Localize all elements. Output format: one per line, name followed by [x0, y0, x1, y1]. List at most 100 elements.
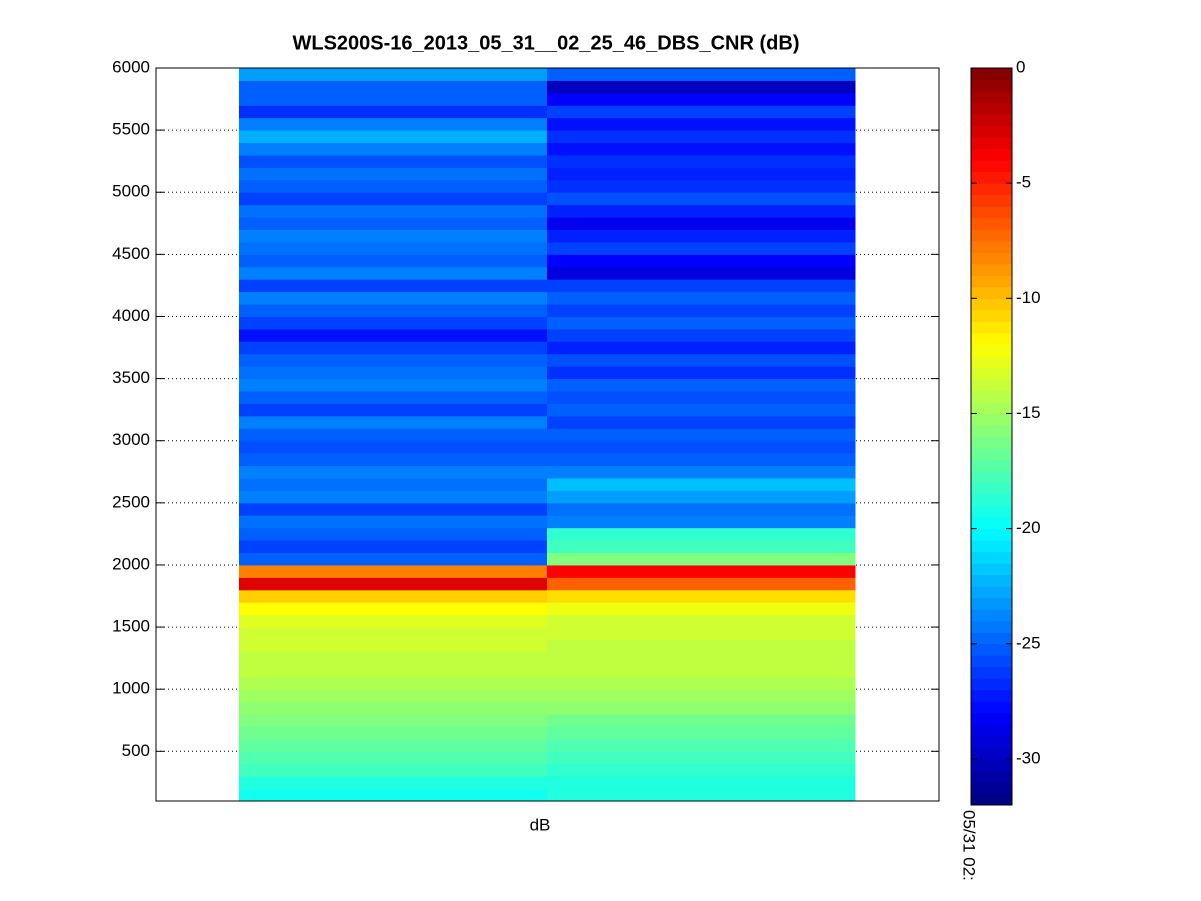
colorbar-segment [971, 183, 1012, 196]
colorbar-segment [971, 643, 1012, 656]
heat-cell [547, 639, 856, 653]
colorbar-segment [971, 620, 1012, 633]
heat-cell [547, 540, 856, 554]
heat-cell [547, 254, 856, 268]
colorbar-segment [971, 79, 1012, 92]
heat-cell [547, 651, 856, 665]
colorbar-segment [971, 574, 1012, 587]
heat-cell [239, 751, 548, 765]
heat-cell [239, 689, 548, 703]
heat-cell [547, 552, 856, 566]
colorbar-tick-label: -20 [1016, 518, 1041, 537]
heat-cell [547, 776, 856, 790]
heat-cell [239, 788, 548, 802]
heat-cell [239, 229, 548, 243]
heat-cell [547, 366, 856, 380]
colorbar-segment [971, 436, 1012, 449]
heat-cell [547, 689, 856, 703]
colorbar-segment [971, 678, 1012, 691]
heat-cell [239, 80, 548, 94]
colorbar-segment [971, 125, 1012, 138]
colorbar-tick-label: -30 [1016, 748, 1041, 767]
heat-cell [239, 465, 548, 479]
y-tick-label: 5500 [112, 120, 150, 139]
heat-cell [547, 428, 856, 442]
heat-cell [239, 577, 548, 591]
colorbar-segment [971, 263, 1012, 276]
colorbar-segment [971, 286, 1012, 299]
colorbar-segment [971, 448, 1012, 461]
colorbar-segment [971, 517, 1012, 530]
heat-cell [547, 154, 856, 168]
heat-cell [239, 117, 548, 131]
heat-cell [547, 577, 856, 591]
heat-cell [239, 515, 548, 529]
colorbar-segment [971, 770, 1012, 783]
colorbar-segment [971, 401, 1012, 414]
heat-cell [547, 614, 856, 628]
colorbar-segment [971, 332, 1012, 345]
heat-cell [239, 639, 548, 653]
colorbar-segment [971, 689, 1012, 702]
annotation: 05/31 02: [960, 810, 979, 881]
heat-cell [239, 477, 548, 491]
colorbar-segment [971, 229, 1012, 242]
colorbar-tick-label: 0 [1016, 57, 1025, 76]
heat-cell [547, 229, 856, 243]
heat-cell [547, 477, 856, 491]
colorbar-segment [971, 701, 1012, 714]
heat-cell [239, 328, 548, 342]
colorbar-segment [971, 712, 1012, 725]
colorbar-segment [971, 540, 1012, 553]
colorbar-segment [971, 275, 1012, 288]
heat-cell [239, 366, 548, 380]
heat-cell [547, 378, 856, 392]
heat-cell [239, 105, 548, 119]
colorbar-segment [971, 597, 1012, 610]
heat-cell [239, 391, 548, 404]
colorbar-segment [971, 655, 1012, 668]
heat-cell [239, 502, 548, 516]
y-tick-label: 1000 [112, 679, 150, 698]
heat-cell [239, 403, 548, 417]
colorbar-segment [971, 586, 1012, 599]
colorbar-segment [971, 378, 1012, 391]
heat-cell [547, 241, 856, 255]
heat-cell [547, 192, 856, 206]
colorbar-segment [971, 309, 1012, 322]
colorbar-segment [971, 91, 1012, 104]
colorbar-segment [971, 102, 1012, 115]
heat-cell [547, 515, 856, 529]
heat-cell [547, 589, 856, 603]
heat-cell [547, 217, 856, 231]
heat-cell [239, 428, 548, 442]
heat-cell [547, 490, 856, 504]
colorbar-segment [971, 747, 1012, 760]
colorbar-segment [971, 793, 1012, 806]
colorbar-segment [971, 217, 1012, 230]
heat-cell [239, 68, 548, 81]
y-tick-label: 6000 [112, 57, 150, 76]
colorbar-segment [971, 724, 1012, 737]
heat-cell [547, 738, 856, 752]
colorbar-frame [970, 67, 1013, 806]
heat-cell [239, 589, 548, 603]
x-axis-label: dB [530, 815, 551, 834]
heat-cell [239, 167, 548, 181]
colorbar-segment [971, 344, 1012, 357]
colorbar-segment [971, 171, 1012, 184]
colorbar-segment [971, 206, 1012, 219]
plot-frame [155, 67, 940, 802]
heat-cell [239, 341, 548, 355]
colorbar-segment [971, 609, 1012, 622]
heat-cell [239, 217, 548, 231]
colorbar-segment [971, 160, 1012, 173]
heat-cell [239, 763, 548, 777]
colorbar-segment [971, 321, 1012, 334]
heat-cell [239, 92, 548, 106]
heat-cell [239, 776, 548, 790]
heat-cell [547, 714, 856, 727]
heat-cell [547, 328, 856, 342]
heat-cell [547, 304, 856, 317]
